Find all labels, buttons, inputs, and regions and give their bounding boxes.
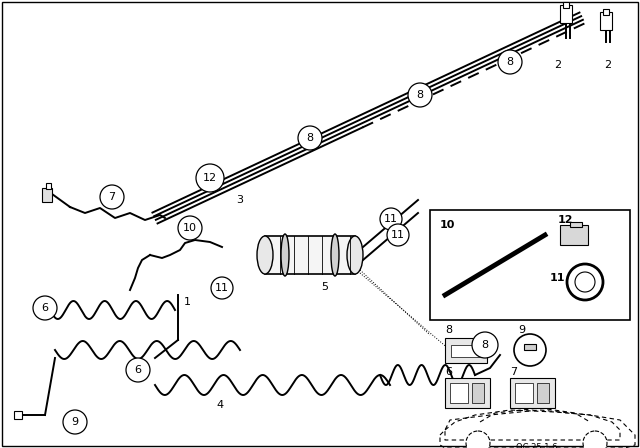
Text: 12: 12 (203, 173, 217, 183)
Bar (570, 222, 582, 227)
Text: 6: 6 (42, 303, 49, 313)
Bar (603, 9, 609, 15)
Bar (560, 5, 572, 23)
Circle shape (100, 185, 124, 209)
Text: 7: 7 (108, 192, 116, 202)
Text: 5: 5 (321, 282, 328, 292)
Circle shape (63, 410, 87, 434)
Text: 2: 2 (554, 60, 561, 70)
Bar (445, 338, 487, 363)
Text: 9: 9 (72, 417, 79, 427)
Bar (537, 383, 549, 403)
Text: 11: 11 (384, 214, 398, 224)
Bar (510, 378, 555, 408)
Circle shape (298, 126, 322, 150)
Text: 8: 8 (445, 325, 452, 335)
Circle shape (466, 431, 490, 448)
Circle shape (583, 431, 607, 448)
Circle shape (575, 272, 595, 292)
Text: 1: 1 (184, 297, 191, 307)
Text: 3: 3 (237, 195, 243, 205)
Text: 11: 11 (215, 283, 229, 293)
Circle shape (196, 164, 224, 192)
Text: 8: 8 (307, 133, 314, 143)
Text: 8: 8 (481, 340, 488, 350)
Ellipse shape (347, 236, 363, 274)
Bar (600, 12, 612, 30)
Text: 11: 11 (391, 230, 405, 240)
Text: 8: 8 (506, 57, 513, 67)
Text: 11: 11 (550, 273, 566, 283)
Ellipse shape (331, 234, 339, 276)
Text: 8: 8 (417, 90, 424, 100)
Text: 6: 6 (134, 365, 141, 375)
Bar (14, 411, 22, 419)
Text: 12: 12 (558, 215, 573, 225)
Circle shape (472, 332, 498, 358)
Text: 7: 7 (510, 367, 517, 377)
Circle shape (514, 334, 546, 366)
Circle shape (408, 83, 432, 107)
Circle shape (33, 296, 57, 320)
Bar (265, 236, 355, 274)
Bar (430, 210, 630, 320)
Bar (46, 183, 51, 189)
Text: 4: 4 (216, 400, 223, 410)
Ellipse shape (281, 234, 289, 276)
Circle shape (178, 216, 202, 240)
Bar (560, 225, 588, 245)
Text: 10: 10 (183, 223, 197, 233)
Text: 10: 10 (440, 220, 456, 230)
Text: 2: 2 (604, 60, 612, 70)
Text: 9: 9 (518, 325, 525, 335)
Bar (472, 383, 484, 403)
Text: OC 25 1 6: OC 25 1 6 (516, 444, 557, 448)
Bar (42, 188, 52, 202)
Circle shape (380, 208, 402, 230)
Circle shape (211, 277, 233, 299)
Bar (563, 2, 569, 8)
Circle shape (567, 264, 603, 300)
Bar (445, 378, 490, 408)
Circle shape (387, 224, 409, 246)
Bar (450, 383, 468, 403)
Bar (524, 344, 536, 350)
Bar (515, 383, 533, 403)
Circle shape (126, 358, 150, 382)
Text: 6: 6 (445, 367, 452, 377)
Circle shape (498, 50, 522, 74)
Ellipse shape (257, 236, 273, 274)
Bar (451, 345, 481, 357)
